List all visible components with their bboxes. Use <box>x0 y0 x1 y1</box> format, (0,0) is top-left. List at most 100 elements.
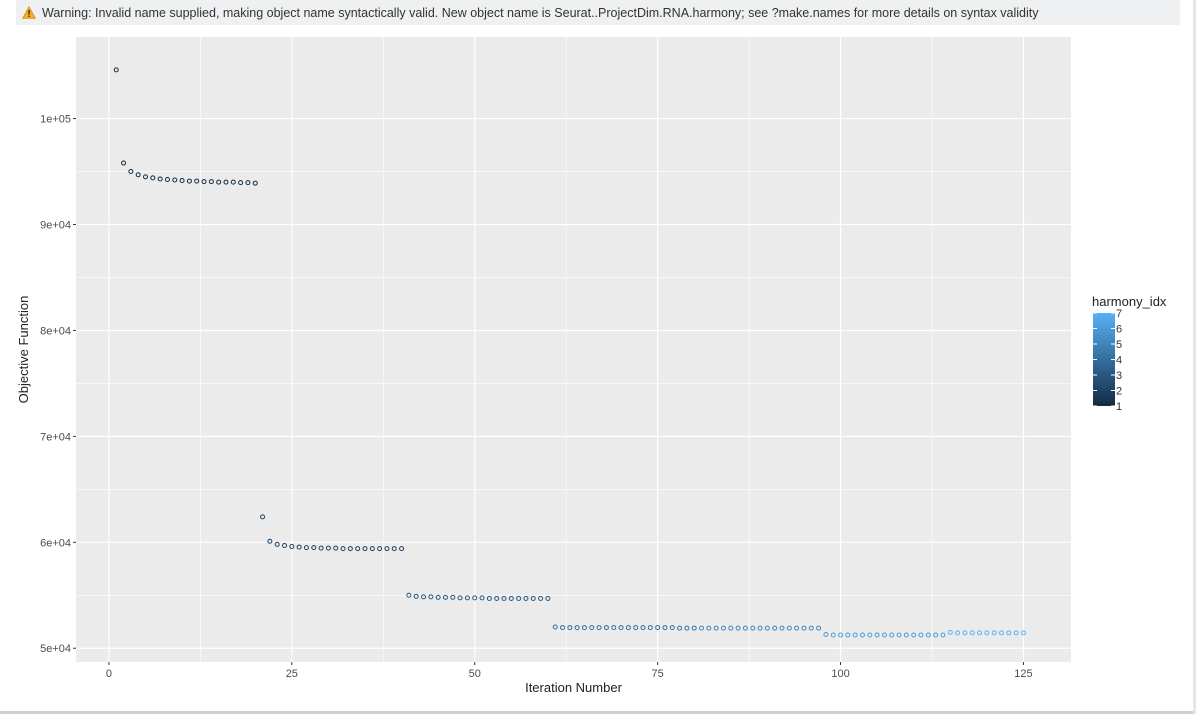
y-tick-label: 9e+04 <box>40 220 71 232</box>
data-point <box>333 545 339 551</box>
y-axis-title: Objective Function <box>16 296 31 404</box>
data-point <box>779 625 785 631</box>
major-gridlines <box>76 37 1071 662</box>
data-point <box>421 594 427 600</box>
x-tick-label: 50 <box>469 668 481 680</box>
y-tick-label: 8e+04 <box>40 325 71 337</box>
data-point <box>567 625 573 631</box>
data-point <box>516 595 522 601</box>
data-point <box>640 625 646 631</box>
data-points <box>113 67 1026 638</box>
data-point <box>874 632 880 638</box>
data-point <box>450 594 456 600</box>
legend-tick-label: 4 <box>1116 355 1122 367</box>
x-tick-label: 75 <box>652 668 664 680</box>
data-point <box>530 595 536 601</box>
data-point <box>362 546 368 552</box>
data-point <box>355 546 361 552</box>
data-point <box>998 630 1004 636</box>
data-point <box>311 545 317 551</box>
data-point <box>713 625 719 631</box>
data-point <box>838 632 844 638</box>
y-tick-label: 5e+04 <box>40 643 71 655</box>
data-point <box>669 625 675 631</box>
data-point <box>625 625 631 631</box>
data-point <box>406 592 412 598</box>
data-point <box>786 625 792 631</box>
legend-colorbar <box>1093 313 1115 406</box>
data-point <box>186 178 192 184</box>
data-point <box>859 632 865 638</box>
data-point <box>772 625 778 631</box>
data-point <box>735 625 741 631</box>
legend-tick-label: 1 <box>1116 401 1122 413</box>
data-point <box>581 625 587 631</box>
data-point <box>399 546 405 552</box>
data-point <box>267 538 273 544</box>
data-point <box>611 625 617 631</box>
warning-icon <box>22 6 36 19</box>
data-point <box>896 632 902 638</box>
data-point <box>764 625 770 631</box>
data-point <box>428 594 434 600</box>
data-point <box>618 625 624 631</box>
data-point <box>486 595 492 601</box>
data-point <box>757 625 763 631</box>
data-point <box>984 630 990 636</box>
data-point <box>560 625 566 631</box>
data-point <box>962 630 968 636</box>
data-point <box>340 546 346 552</box>
x-tick-label: 100 <box>831 668 849 680</box>
data-point <box>494 595 500 601</box>
data-point <box>925 632 931 638</box>
data-point <box>377 546 383 552</box>
data-point <box>216 179 222 185</box>
data-point <box>325 545 331 551</box>
data-point <box>947 629 953 635</box>
data-point <box>223 179 229 185</box>
data-point <box>1013 630 1019 636</box>
x-tick-label: 125 <box>1014 668 1032 680</box>
data-point <box>538 595 544 601</box>
data-point <box>318 545 324 551</box>
data-point <box>442 594 448 600</box>
data-point <box>728 625 734 631</box>
data-point <box>918 632 924 638</box>
data-point <box>684 625 690 631</box>
data-point <box>940 632 946 638</box>
y-tick-label: 6e+04 <box>40 537 71 549</box>
data-point <box>384 546 390 552</box>
data-point <box>179 178 185 184</box>
data-point <box>889 632 895 638</box>
data-point <box>881 632 887 638</box>
data-point <box>501 595 507 601</box>
legend: harmony_idx 1 2 3 4 5 6 7 <box>1092 294 1167 413</box>
data-point <box>589 625 595 631</box>
data-point <box>691 625 697 631</box>
data-point <box>596 625 602 631</box>
data-point <box>289 544 295 550</box>
data-point <box>230 179 236 185</box>
data-point <box>852 632 858 638</box>
data-point <box>208 179 214 185</box>
data-point <box>830 632 836 638</box>
data-point <box>545 595 551 601</box>
data-point <box>823 631 829 637</box>
plot-panel <box>76 37 1071 662</box>
data-point <box>903 632 909 638</box>
data-point <box>157 176 163 182</box>
data-point <box>121 160 127 166</box>
data-point <box>245 180 251 186</box>
x-axis: 0 25 50 75 100 125 <box>106 662 1033 680</box>
legend-tick-label: 5 <box>1116 339 1122 351</box>
data-point <box>413 593 419 599</box>
legend-tick-label: 3 <box>1116 370 1122 382</box>
data-point <box>991 630 997 636</box>
data-point <box>603 625 609 631</box>
warning-banner: Warning: Invalid name supplied, making o… <box>16 0 1180 25</box>
data-point <box>977 630 983 636</box>
data-point <box>720 625 726 631</box>
warning-text: Warning: Invalid name supplied, making o… <box>42 5 1039 20</box>
data-point <box>523 595 529 601</box>
data-point <box>464 595 470 601</box>
